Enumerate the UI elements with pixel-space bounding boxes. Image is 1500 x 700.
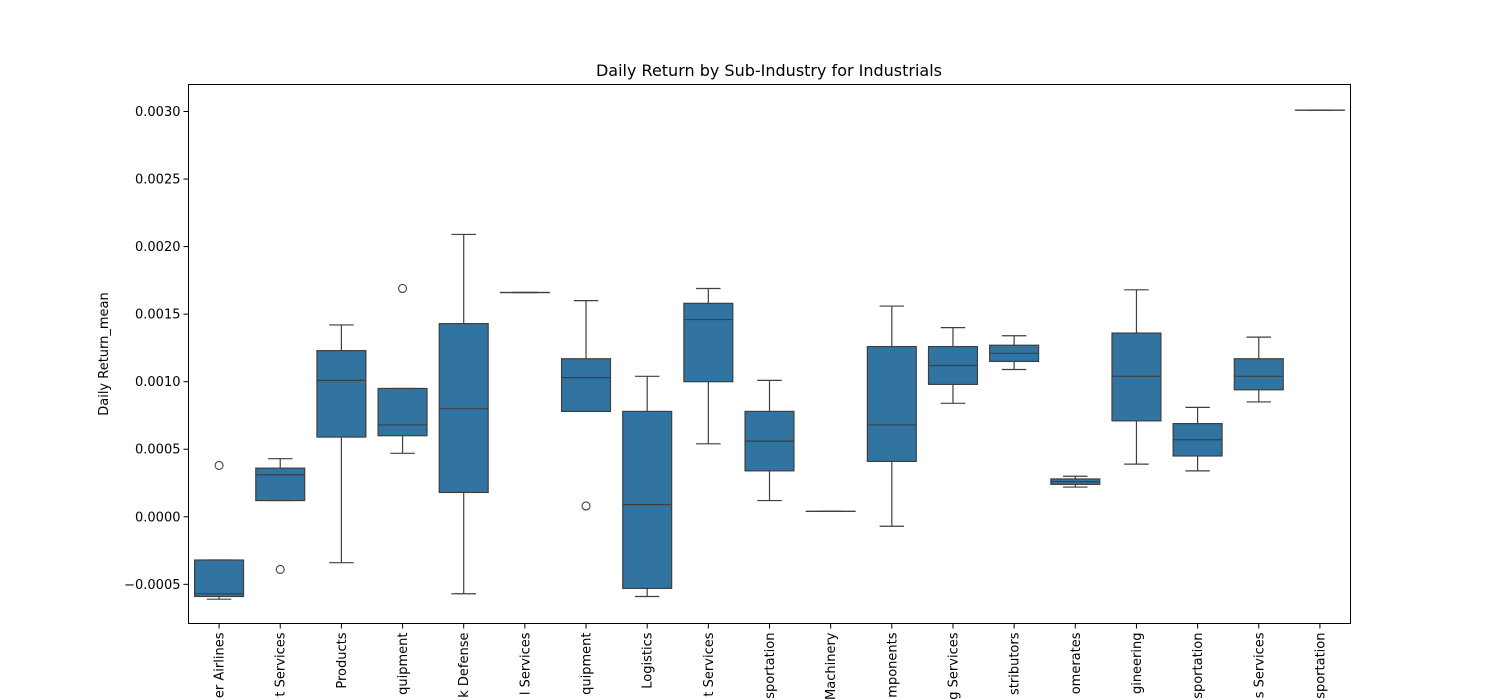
box-flier [581, 501, 591, 511]
x-tick-label: quipment [396, 633, 411, 695]
x-tick-label: Machinery [824, 632, 839, 700]
box-iqr [255, 467, 306, 502]
x-tick-label: g Services [946, 632, 961, 699]
y-axis-label: Daily Return_mean [97, 292, 112, 416]
x-tick-label: mponents [885, 632, 900, 697]
x-tick-label: t Services [702, 632, 717, 696]
box-group [560, 300, 612, 511]
x-tick-label: gineering [1130, 633, 1145, 695]
y-tick-label: 0.0000 [135, 510, 181, 525]
box-group [683, 287, 734, 445]
y-tick-label: 0.0015 [135, 308, 181, 323]
box-flier [214, 460, 224, 470]
y-tick-label: 0.0005 [135, 443, 181, 458]
x-tick-label: er Airlines [213, 632, 228, 698]
box-group [744, 379, 795, 502]
box-iqr [866, 345, 917, 462]
box-group [255, 458, 306, 575]
y-axis: −0.0005 0.0000 0.0005 0.0010 0.0015 0.0020 0.0… [124, 105, 189, 593]
x-tick-label: sportation [763, 633, 778, 699]
box-flier [398, 283, 408, 294]
box-flier [275, 564, 285, 575]
x-tick-label: stributors [1008, 632, 1023, 695]
box-iqr [438, 323, 489, 494]
x-tick-label: sportation [1191, 633, 1206, 699]
box-group [1111, 289, 1162, 465]
box-group [989, 335, 1040, 371]
x-tick-label: quipment [580, 633, 595, 695]
plot-frame [188, 84, 1351, 624]
box-iqr [560, 358, 612, 413]
box-iqr [1111, 332, 1162, 422]
y-tick-label: 0.0010 [135, 375, 181, 390]
box-group [1050, 475, 1101, 488]
boxes-layer [194, 109, 1345, 600]
box-group [438, 233, 489, 595]
x-tick-label: Products [335, 632, 350, 688]
box-iqr [316, 350, 367, 438]
box-group [377, 283, 428, 454]
box-iqr [1233, 358, 1284, 391]
box-iqr [683, 302, 734, 383]
box-group [316, 324, 367, 564]
box-group [622, 375, 673, 598]
x-tick-label: t Services [274, 632, 289, 696]
chart-title: Daily Return by Sub-Industry for Industr… [596, 61, 942, 80]
y-tick-label: 0.0025 [135, 173, 181, 188]
box-group [194, 460, 245, 600]
y-tick-label: 0.0030 [135, 105, 181, 120]
x-tick-label: Logistics [641, 632, 656, 688]
box-group [866, 305, 917, 527]
box-group [1233, 336, 1284, 403]
box-iqr [622, 410, 673, 589]
x-tick-label: omerates [1069, 632, 1084, 694]
box-iqr [377, 387, 428, 437]
x-tick-label: s Services [1252, 632, 1267, 698]
x-tick-label: sportation [1313, 633, 1328, 699]
x-tick-label: k Defense [457, 633, 472, 698]
y-tick-label: −0.0005 [124, 578, 180, 593]
box-group [1172, 406, 1223, 472]
box-group [927, 327, 979, 404]
y-tick-label: 0.0020 [135, 240, 181, 255]
x-axis: er Airlines t Services Products quipment k D… [213, 623, 1328, 700]
box-iqr [194, 559, 245, 598]
x-tick-label: l Services [518, 632, 533, 695]
